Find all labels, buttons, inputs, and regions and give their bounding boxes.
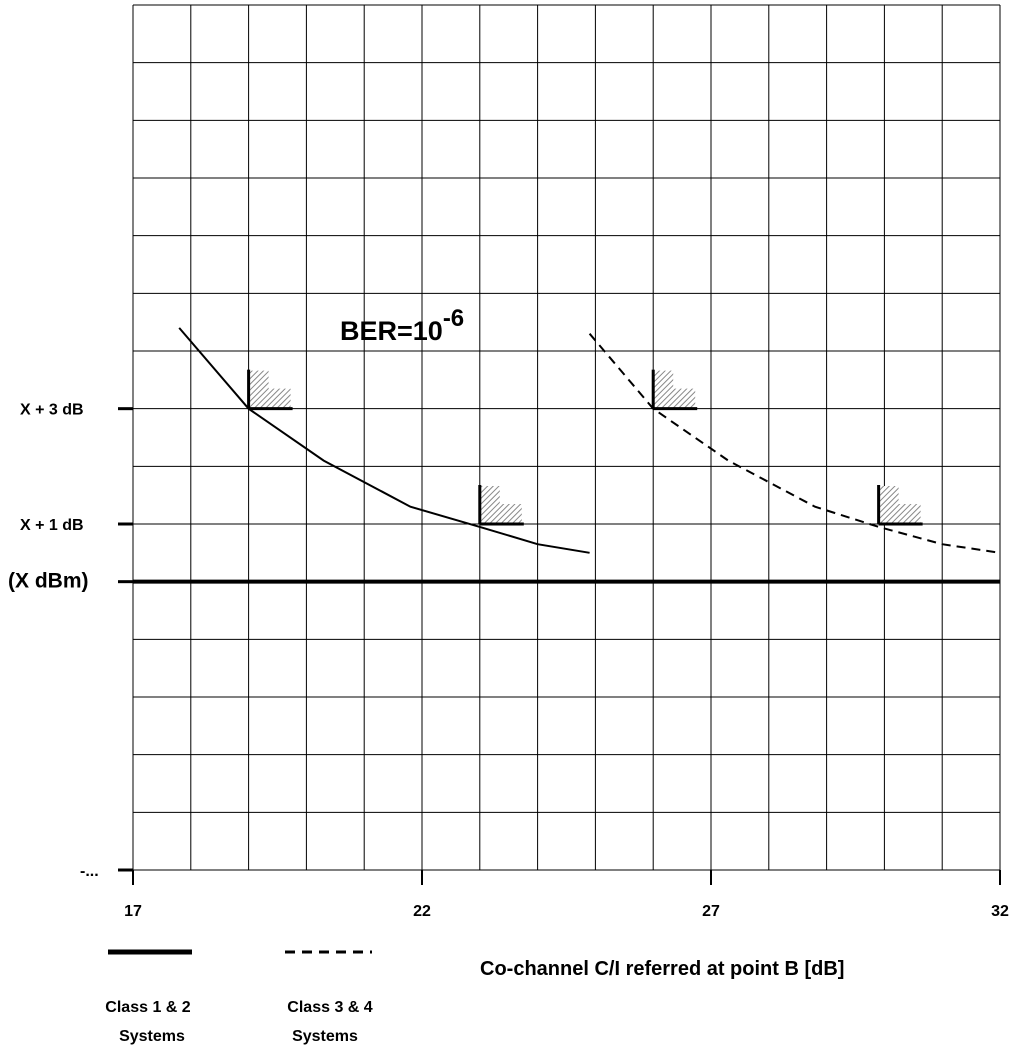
legend-label-2-line2: Systems [292,1028,358,1045]
chart-title-main: BER=10 [340,316,443,346]
x-tick-label: 22 [413,903,431,920]
x-tick-label: 17 [124,903,142,920]
series-group [178,327,1001,554]
y-axis-labels: X + 3 dB X + 1 dB (X dBm) -... [8,402,133,880]
y-tick-label: X + 3 dB [20,402,84,419]
legend-label-2: Class 3 & 4 [287,999,372,1016]
chart-title-sup: -6 [443,305,464,332]
requirement-marker [478,485,524,526]
chart-title: BER=10-6 [340,305,464,346]
y-tick-label: -... [80,863,99,880]
grid [132,4,1001,871]
requirement-marker [877,485,923,526]
marker-hatch [479,486,522,524]
x-tick-label: 27 [702,903,720,920]
y-tick-label: (X dBm) [8,570,89,593]
requirement-marker [651,369,698,411]
x-tick-label: 32 [991,903,1009,920]
marker-group [247,369,923,526]
series-line-2 [588,333,1001,554]
legend-label-1: Class 1 & 2 [105,999,190,1016]
legend-label-1-line2: Systems [119,1028,185,1045]
y-tick-label: X + 1 dB [20,517,84,534]
legend: Class 1 & 2 Systems Class 3 & 4 Systems [105,949,373,1045]
requirement-marker [247,369,293,411]
marker-hatch [248,370,291,409]
x-axis-labels: 17 22 27 32 [124,870,1009,920]
marker-hatch [878,486,921,524]
x-axis-title: Co-channel C/I referred at point B [dB] [480,958,844,980]
series-line-1 [178,327,590,554]
marker-hatch [653,370,696,409]
